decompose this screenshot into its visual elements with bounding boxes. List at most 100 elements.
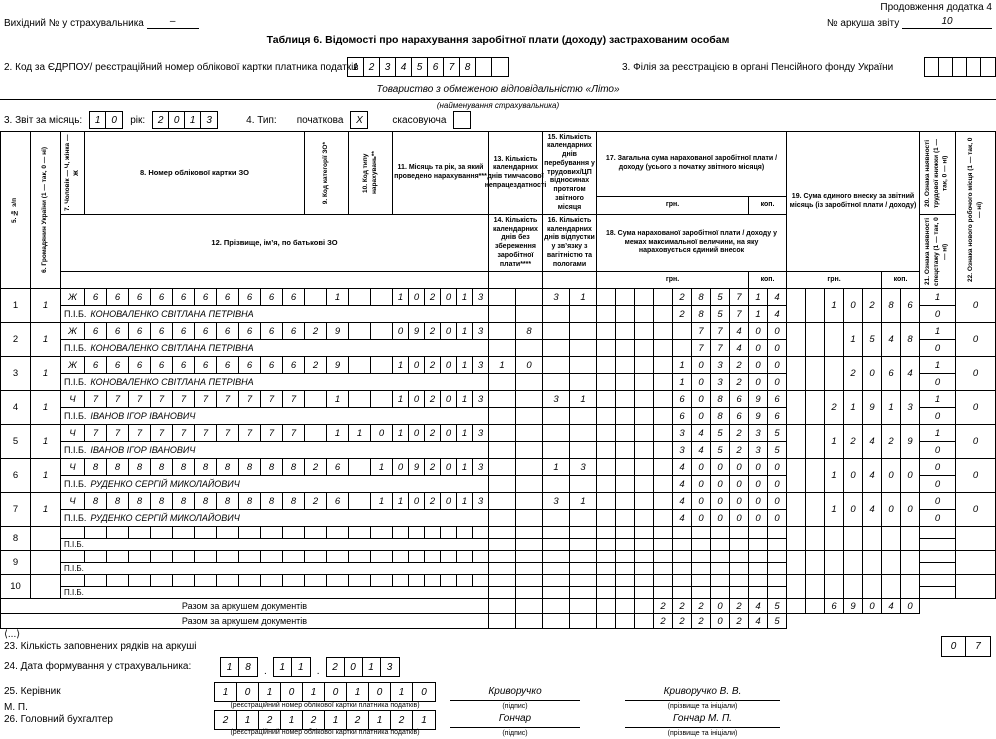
- digit-box[interactable]: [806, 551, 825, 574]
- digit-box[interactable]: 3: [543, 493, 570, 509]
- digit-box[interactable]: [570, 306, 597, 322]
- digit-box[interactable]: [787, 493, 806, 526]
- flag-20[interactable]: 1: [920, 391, 956, 408]
- digit-box[interactable]: [543, 357, 570, 373]
- digit-box[interactable]: [151, 575, 173, 586]
- digit-box[interactable]: 7: [129, 391, 151, 407]
- digit-box[interactable]: 2: [305, 357, 327, 373]
- digit-box[interactable]: [305, 289, 327, 305]
- digit-box[interactable]: 0: [421, 686, 427, 698]
- digit-box[interactable]: [239, 575, 261, 586]
- digit-box[interactable]: 4: [882, 323, 901, 356]
- digit-box[interactable]: [454, 112, 470, 128]
- digit-box[interactable]: [635, 527, 654, 538]
- digit-box[interactable]: [516, 374, 543, 390]
- digit-box[interactable]: [616, 476, 635, 492]
- digit-box[interactable]: [393, 551, 409, 562]
- digit-box[interactable]: [597, 614, 616, 628]
- digit-box[interactable]: 1: [274, 658, 292, 676]
- digit-box[interactable]: [730, 539, 749, 550]
- digit-box[interactable]: 1: [259, 683, 281, 701]
- digit-box[interactable]: 1: [825, 459, 844, 492]
- digit-box[interactable]: [863, 551, 882, 574]
- digit-box[interactable]: [543, 306, 570, 322]
- digit-box[interactable]: [261, 527, 283, 538]
- digit-box[interactable]: [711, 527, 730, 538]
- digit-box[interactable]: [85, 575, 107, 586]
- digit-box[interactable]: [616, 599, 635, 613]
- digit-box[interactable]: [616, 539, 635, 550]
- digit-box[interactable]: [543, 575, 570, 586]
- digit-box[interactable]: 1: [393, 493, 409, 509]
- digit-box[interactable]: 1: [570, 391, 597, 407]
- digit-box[interactable]: [489, 575, 516, 586]
- digit-box[interactable]: [635, 510, 654, 526]
- digit-box[interactable]: 8: [516, 323, 543, 339]
- digit-box[interactable]: [616, 563, 635, 574]
- flag-22[interactable]: 0: [956, 391, 996, 425]
- digit-box[interactable]: [635, 442, 654, 458]
- digit-box[interactable]: 8: [261, 493, 283, 509]
- digit-box[interactable]: 1: [543, 459, 570, 475]
- digit-box[interactable]: [516, 425, 543, 441]
- digit-box[interactable]: [654, 289, 673, 305]
- digit-box[interactable]: 3: [749, 442, 768, 458]
- digit-box[interactable]: 7: [173, 391, 195, 407]
- digit-box[interactable]: 1: [185, 112, 202, 128]
- digit-box[interactable]: 0: [441, 289, 457, 305]
- digit-box[interactable]: [409, 527, 425, 538]
- digit-box[interactable]: [730, 527, 749, 538]
- outgoing-number-value[interactable]: –: [146, 16, 199, 29]
- digit-box[interactable]: X: [356, 114, 363, 126]
- digit-box[interactable]: [730, 575, 749, 586]
- person-name-row[interactable]: П.І.Б. РУДЕНКО СЕРГІЙ МИКОЛАЙОВИЧ: [61, 476, 489, 493]
- digit-box[interactable]: 6: [129, 323, 151, 339]
- citizen-flag[interactable]: 1: [31, 391, 61, 425]
- digit-box[interactable]: 0: [692, 374, 711, 390]
- digit-box[interactable]: [749, 587, 768, 598]
- digit-box[interactable]: [543, 587, 570, 598]
- digit-box[interactable]: [239, 551, 261, 562]
- digit-box[interactable]: [635, 493, 654, 509]
- digit-box[interactable]: [489, 563, 516, 574]
- digit-box[interactable]: [882, 551, 901, 574]
- digit-box[interactable]: 8: [283, 459, 305, 475]
- digit-box[interactable]: 1: [90, 112, 107, 128]
- flag-22[interactable]: [956, 575, 996, 599]
- digit-box[interactable]: [489, 289, 516, 305]
- digit-box[interactable]: [457, 551, 473, 562]
- digit-box[interactable]: [476, 58, 492, 76]
- digit-box[interactable]: 2: [730, 374, 749, 390]
- digit-box[interactable]: 2: [844, 357, 863, 390]
- digit-box[interactable]: [516, 391, 543, 407]
- flag-21[interactable]: [920, 563, 956, 575]
- digit-box[interactable]: 8: [217, 459, 239, 475]
- digit-box[interactable]: 8: [217, 493, 239, 509]
- digit-box[interactable]: 2: [425, 323, 441, 339]
- digit-box[interactable]: 0: [692, 357, 711, 373]
- digit-box[interactable]: 3: [673, 425, 692, 441]
- digit-box[interactable]: 3: [543, 391, 570, 407]
- digit-box[interactable]: [635, 614, 654, 628]
- digit-box[interactable]: [635, 289, 654, 305]
- digit-box[interactable]: 2: [730, 425, 749, 441]
- digit-box[interactable]: [489, 527, 516, 538]
- digit-box[interactable]: 0: [441, 425, 457, 441]
- digit-box[interactable]: [516, 459, 543, 475]
- digit-box[interactable]: [570, 599, 597, 613]
- digit-box[interactable]: 1: [215, 683, 237, 701]
- digit-box[interactable]: 2: [215, 711, 237, 729]
- digit-box[interactable]: 1: [570, 289, 597, 305]
- digit-box[interactable]: 7: [107, 391, 129, 407]
- flag-21[interactable]: 0: [920, 374, 956, 391]
- sex-box[interactable]: Ж: [61, 357, 85, 373]
- digit-box[interactable]: 0: [901, 459, 920, 492]
- digit-box[interactable]: [570, 614, 597, 628]
- digit-box[interactable]: 7: [195, 425, 217, 441]
- digit-box[interactable]: [441, 575, 457, 586]
- digit-box[interactable]: 6: [825, 599, 844, 613]
- digit-box[interactable]: [489, 493, 516, 509]
- digit-box[interactable]: 3: [473, 425, 489, 441]
- digit-box[interactable]: [425, 527, 441, 538]
- digit-box[interactable]: 0: [692, 476, 711, 492]
